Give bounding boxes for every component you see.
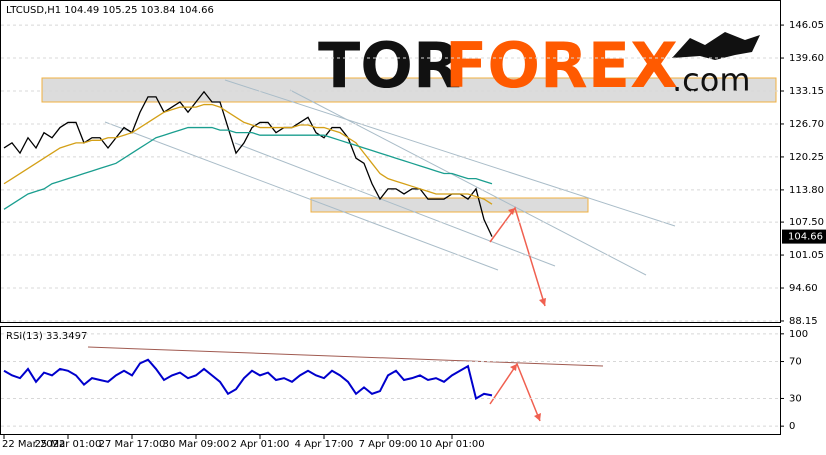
trendlines (104, 79, 676, 276)
chart-title: LTCUSD,H1 104.49 105.25 103.84 104.66 (6, 5, 214, 16)
support-zone (310, 197, 589, 213)
rsi-panel (0, 326, 781, 435)
logo-bull (672, 32, 760, 60)
y-tick-label: 126.70 (789, 119, 824, 130)
trendline (104, 121, 499, 271)
y-tick-label: 30 (789, 393, 802, 404)
trendline (224, 79, 676, 227)
series-line (3, 126, 493, 210)
price-panel (0, 0, 781, 323)
y-tick-label: 146.05 (789, 20, 824, 31)
trendline (289, 89, 647, 276)
y-tick-label: 88.15 (789, 316, 818, 327)
y-tick-label: 139.60 (789, 53, 824, 64)
series-line (3, 103, 493, 205)
x-tick-label: 4 Apr 17:00 (295, 439, 354, 450)
logo-forex: FOREX (445, 29, 678, 102)
y-tick-label: 120.25 (789, 152, 824, 163)
x-tick-label: 30 Mar 09:00 (163, 439, 230, 450)
x-tick-label: 22 Mar 2022 (2, 439, 65, 450)
price-tag (782, 229, 826, 244)
y-tick-label: 107.50 (789, 217, 824, 228)
rsi-title: RSI(13) 33.3497 (6, 331, 87, 342)
logo-tor: TOR (318, 29, 461, 102)
y-tick-label: 133.15 (789, 86, 824, 97)
y-tick-label: 113.80 (789, 185, 824, 196)
y-tick-label: 0 (789, 421, 795, 432)
price-tag-label: 104.66 (788, 232, 823, 243)
y-tick-label: 101.05 (789, 250, 824, 261)
x-tick-label: 10 Apr 01:00 (419, 439, 484, 450)
logo-com: .com (672, 61, 751, 99)
y-tick-label: 94.60 (789, 283, 818, 294)
y-tick-label: 100 (789, 329, 808, 340)
x-tick-label: 27 Mar 17:00 (99, 439, 166, 450)
x-tick-label: 25 Mar 01:00 (35, 439, 102, 450)
x-tick-label: 7 Apr 09:00 (359, 439, 418, 450)
x-tick-label: 2 Apr 01:00 (231, 439, 290, 450)
resistance-zone (41, 77, 777, 103)
y-tick-label: 70 (789, 357, 802, 368)
trendline (234, 142, 556, 267)
series-line (3, 358, 493, 400)
